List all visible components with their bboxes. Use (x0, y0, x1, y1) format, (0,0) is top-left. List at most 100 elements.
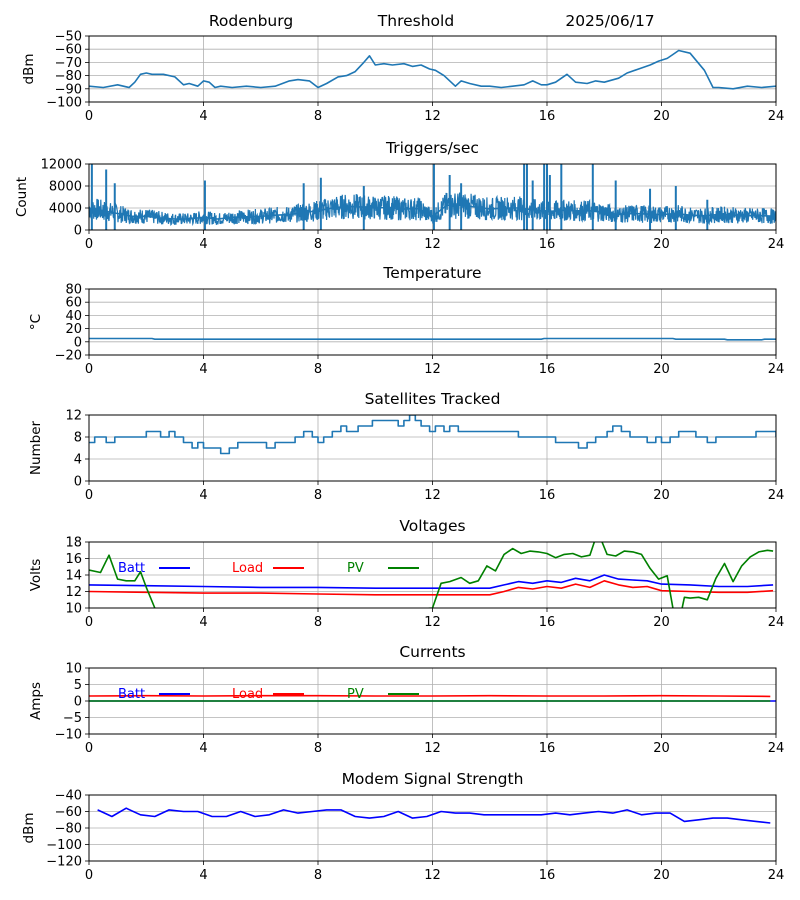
y-axis-label: Count (14, 177, 30, 217)
x-tick-label: 0 (85, 615, 93, 630)
y-tick-label: 8000 (49, 180, 82, 195)
y-tick-label: −120 (46, 855, 82, 870)
series-load-line (89, 580, 774, 596)
x-tick-label: 0 (85, 237, 93, 252)
series-group (89, 542, 774, 608)
y-tick-label: −100 (46, 838, 82, 853)
x-tick-label: 4 (199, 868, 207, 883)
x-tick-label: 12 (424, 741, 441, 756)
panel-satellites: 0 4 8 12 16 20 24 0 4 8 12 Satellites Tracked Number (28, 390, 784, 503)
x-tick-label: 16 (539, 109, 556, 124)
panel-modem: 0 4 8 12 16 20 24 −120 −100−80 −60−40 Modem Signal… (21, 770, 784, 883)
x-tick-label: 24 (768, 741, 785, 756)
series-group (89, 49, 776, 90)
y-axis-label: °C (28, 314, 44, 330)
legend-label-batt: Batt (118, 561, 145, 576)
y-tick-label: 18 (65, 536, 82, 551)
x-tick-label: 0 (85, 741, 93, 756)
y-tick-label: 4 (74, 453, 82, 468)
x-tick-label: 12 (424, 362, 441, 377)
x-tick-label: 8 (314, 109, 322, 124)
series-0-line (89, 337, 776, 341)
legend-label-load: Load (232, 687, 263, 702)
x-tick-label: 8 (314, 362, 322, 377)
y-tick-label: 0 (74, 695, 82, 710)
y-tick-label: −5 (63, 711, 82, 726)
y-tick-label: −90 (55, 82, 82, 97)
y-tick-label: 80 (65, 283, 82, 298)
y-tick-label: −50 (55, 30, 82, 45)
x-tick-label: 12 (424, 615, 441, 630)
panel-title: Satellites Tracked (365, 390, 501, 408)
x-tick-label: 20 (653, 615, 670, 630)
y-axis-label: Amps (28, 682, 44, 720)
series-group (89, 337, 776, 341)
x-tick-label: 24 (768, 488, 785, 503)
x-tick-label: 12 (424, 868, 441, 883)
x-tick-label: 0 (85, 362, 93, 377)
x-tick-label: 24 (768, 615, 785, 630)
y-tick-label: 16 (65, 552, 82, 567)
x-tick-label: 8 (314, 488, 322, 503)
x-tick-label: 4 (199, 615, 207, 630)
series-0-line (97, 807, 771, 824)
y-tick-label: −80 (55, 69, 82, 84)
y-tick-label: 20 (65, 322, 82, 337)
panel-title: Voltages (399, 517, 465, 535)
legend-label-pv: PV (347, 687, 364, 702)
y-axis-label: dBm (21, 54, 37, 85)
x-tick-label: 24 (768, 868, 785, 883)
y-tick-label: −70 (55, 56, 82, 71)
series-group (97, 807, 771, 824)
x-tick-label: 16 (539, 868, 556, 883)
y-tick-label: −40 (55, 789, 82, 804)
x-tick-label: 4 (199, 741, 207, 756)
y-tick-label: −20 (55, 349, 82, 364)
x-tick-label: 4 (199, 488, 207, 503)
x-tick-label: 20 (653, 868, 670, 883)
series-batt-line (89, 574, 774, 589)
y-tick-label: −60 (55, 805, 82, 820)
y-tick-label: −60 (55, 43, 82, 58)
series-group (89, 415, 776, 455)
x-tick-label: 12 (424, 237, 441, 252)
legend-label-load: Load (232, 561, 263, 576)
x-tick-label: 16 (539, 741, 556, 756)
x-tick-label: 12 (424, 109, 441, 124)
x-tick-label: 24 (768, 362, 785, 377)
x-tick-label: 0 (85, 488, 93, 503)
series-group (89, 164, 776, 230)
x-tick-label: 8 (314, 615, 322, 630)
series-pv-line (89, 542, 774, 608)
y-tick-label: −80 (55, 822, 82, 837)
panel-title: Currents (399, 643, 465, 661)
panel-title: Temperature (382, 264, 481, 282)
x-tick-label: 4 (199, 362, 207, 377)
series-noise (89, 192, 776, 227)
y-tick-label: 10 (65, 662, 82, 677)
y-tick-label: 12 (65, 585, 82, 600)
header-chart-name: Threshold (377, 12, 454, 30)
x-tick-label: 24 (768, 109, 785, 124)
y-tick-label: 4000 (49, 202, 82, 217)
header-station: Rodenburg (209, 12, 293, 30)
y-axis-label: Number (28, 420, 44, 475)
series-load-line (89, 694, 771, 698)
x-tick-label: 20 (653, 488, 670, 503)
series-group (89, 694, 776, 702)
panel-title: Triggers/sec (385, 139, 479, 157)
legend-label-batt: Batt (118, 687, 145, 702)
x-tick-label: 4 (199, 109, 207, 124)
legend-label-pv: PV (347, 561, 364, 576)
y-axis-label: Volts (28, 559, 44, 592)
panel-currents: 0 4 8 12 16 20 24 −10 −50 510 Currents Amps Batt Load… (28, 643, 784, 756)
x-tick-label: 20 (653, 362, 670, 377)
x-tick-label: 0 (85, 109, 93, 124)
y-tick-label: 12000 (41, 158, 82, 173)
x-tick-label: 12 (424, 488, 441, 503)
x-tick-label: 0 (85, 868, 93, 883)
